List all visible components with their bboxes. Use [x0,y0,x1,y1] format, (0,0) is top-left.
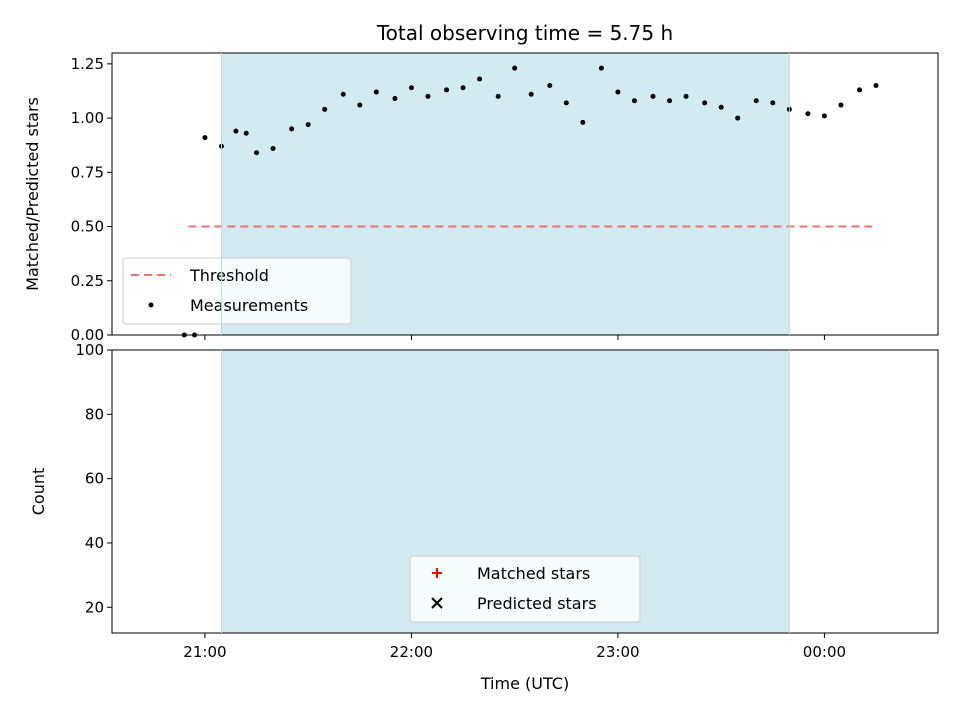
measurement-point [528,91,534,97]
measurement-point [202,135,208,141]
measurement-point [650,93,656,99]
measurement-point [702,100,708,106]
matched-legend-marker [432,568,442,578]
measurement-point [305,122,311,128]
y-tick-label: 40 [85,534,104,552]
ratio-y-ticks: 0.00 0.25 0.50 0.75 1.00 1.25 [71,55,112,344]
predicted-legend-marker [431,597,443,609]
y-tick-label: 1.25 [71,55,104,73]
measurement-point [477,76,483,82]
measurement-point [821,113,827,119]
measurement-point [753,98,759,104]
measurement-point [322,106,328,112]
ratio-panel: 0.00 0.25 0.50 0.75 1.00 1.25 Total observing… [23,21,939,344]
y-tick-label: 0.25 [71,272,104,290]
ratio-y-axis-label: Matched/Predicted stars [23,97,42,291]
count-axes-frame [111,349,939,634]
measurement-point [392,96,398,102]
y-tick-label: 20 [85,598,104,616]
measurement-point [547,83,553,89]
measurement-point [512,65,518,71]
ratio-legend-box [122,257,352,325]
y-tick-label: 0.00 [71,326,104,344]
measurement-point [838,102,844,108]
measurement-point [340,91,346,97]
measurement-point [460,85,466,91]
y-tick-label: 80 [85,405,104,423]
measurement-point [233,128,239,134]
y-tick-label: 1.00 [71,109,104,127]
x-tick-label: 23:00 [596,643,639,661]
measurement-point [425,93,431,99]
measurement-point [408,85,414,91]
y-tick-label: 60 [85,470,104,488]
measurements-legend-marker [148,302,154,308]
measurement-point [667,98,673,104]
count-legend: Matched stars Predicted stars [409,555,641,623]
measurement-point [254,150,260,156]
measurement-point [580,119,586,125]
threshold-legend-label: Threshold [189,266,269,285]
measurement-point [444,87,450,93]
measurement-point [683,93,689,99]
count-y-ticks: 20 40 60 80 100 [75,341,112,616]
measurement-point [873,83,879,89]
measurement-point [373,89,379,95]
x-stroke [431,597,443,609]
measurement-points [181,65,879,338]
y-tick-label: 100 [75,341,104,359]
measurement-point [615,89,621,95]
measurement-point [289,126,295,132]
y-tick-label: 0.75 [71,163,104,181]
x-tick-label: 21:00 [183,643,226,661]
measurement-point [243,130,249,136]
predicted-legend-label: Predicted stars [477,594,597,613]
measurement-point [357,102,363,108]
measurement-point [735,115,741,121]
measurement-point [857,87,863,93]
ratio-axes-frame [111,52,939,336]
measurement-point [495,93,501,99]
x-tick-label: 22:00 [390,643,433,661]
time-x-axis-label: Time (UTC) [480,674,569,693]
chart-title: Total observing time = 5.75 h [376,21,673,45]
count-y-axis-label: Count [29,468,48,516]
ratio-legend: Threshold Measurements [122,257,352,325]
y-tick-label: 0.50 [71,218,104,236]
x-tick-label: 00:00 [803,643,846,661]
measurement-point [631,98,637,104]
measurement-point [718,104,724,110]
matched-legend-label: Matched stars [477,564,590,583]
measurement-point [598,65,604,71]
count-legend-box [409,555,641,623]
measurement-point [270,145,276,151]
measurement-point [805,111,811,117]
measurements-legend-label: Measurements [190,296,308,315]
measurement-point [563,100,569,106]
measurement-point [770,100,776,106]
ratio-x-ticks [204,335,825,340]
